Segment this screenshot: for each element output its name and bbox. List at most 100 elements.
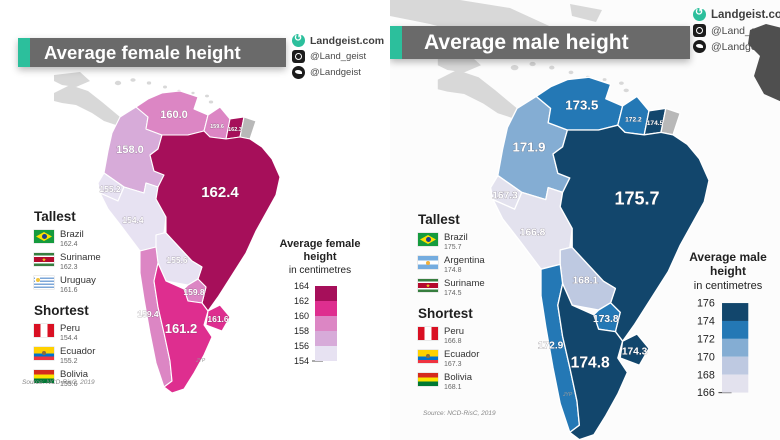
twitter-row: @Landgeist	[292, 66, 384, 79]
label-suriname: 174.5	[647, 120, 664, 127]
label-guyana: 159.6	[210, 124, 224, 130]
svg-text:154: 154	[294, 356, 309, 366]
landgeist-globe-icon	[292, 33, 305, 47]
label-brazil: 175.7	[614, 188, 659, 208]
legend-row: Suriname 162.3	[34, 253, 101, 271]
female-map-title: Average female height	[30, 38, 286, 67]
scale-title: Average female height	[279, 238, 361, 264]
label-uruguay: 174.3	[622, 346, 648, 357]
country-name: Brazil	[60, 229, 84, 240]
shortest-heading: Shortest	[34, 303, 89, 318]
background-landmass	[146, 81, 152, 85]
title-accent-block	[390, 26, 402, 59]
label-colombia: 171.9	[512, 140, 545, 155]
background-landmass	[619, 81, 624, 85]
country-brazil	[552, 124, 710, 342]
male-map-panel: Average male height Landgeist.com @Land_…	[390, 0, 780, 440]
label-bolivia: 168.1	[573, 276, 599, 287]
background-landmass	[191, 91, 195, 95]
svg-text:164: 164	[294, 281, 309, 291]
background-landmass	[602, 78, 607, 82]
suriname-flag-icon	[418, 279, 438, 292]
female-map-panel: Average female height Landgeist.com @Lan…	[0, 0, 390, 440]
website-label: Landgeist.com	[310, 34, 385, 47]
male-rank-legend: Tallest Brazil 175.7 Argentina 174.8 Sur…	[418, 212, 485, 396]
source-note: Source: NCD-RisC, 2019	[22, 379, 95, 386]
country-value: 175.7	[444, 244, 462, 251]
country-value: 155.6	[60, 381, 78, 388]
label-guyana: 172.2	[625, 117, 642, 124]
country-name: Peru	[444, 326, 465, 337]
svg-text:162: 162	[294, 296, 309, 306]
legend-row: Brazil 175.7	[418, 233, 485, 251]
label-venezuela: 160.0	[160, 109, 188, 121]
male-colour-scale-legend: Average male height in centimetres 176 17…	[678, 250, 778, 407]
country-name: Bolivia	[444, 372, 472, 383]
label-ecuador: 167.3	[492, 190, 518, 201]
brazil-flag-icon	[418, 233, 438, 246]
map-signature: JYP	[196, 358, 206, 364]
legend-row: Ecuador 155.2	[34, 347, 101, 365]
label-peru: 166.8	[520, 228, 546, 239]
peru-flag-icon	[418, 327, 438, 340]
label-bolivia: 155.6	[166, 255, 188, 265]
country-name: Suriname	[60, 252, 101, 263]
label-peru: 154.4	[122, 215, 144, 225]
male-colour-scale: 176 174 172 170 168 166	[697, 297, 749, 399]
label-ecuador: 155.2	[99, 184, 121, 194]
country-value: 166.8	[444, 338, 462, 345]
label-venezuela: 173.5	[565, 98, 598, 113]
label-brazil: 162.4	[201, 184, 239, 201]
instagram-icon	[693, 24, 706, 37]
shortest-heading: Shortest	[418, 306, 473, 321]
country-uruguay	[205, 304, 231, 332]
legend-row: Peru 154.4	[34, 324, 101, 342]
label-uruguay: 161.6	[207, 314, 229, 324]
svg-text:170: 170	[697, 351, 715, 363]
svg-text:168: 168	[697, 369, 715, 381]
country-value: 174.5	[444, 290, 462, 297]
legend-row: Peru 166.8	[418, 327, 485, 345]
website-label: Landgeist.com	[711, 8, 780, 21]
country-name: Ecuador	[60, 346, 96, 357]
female-choropleth-map: 160.0 159.6 162.3 158.0 155.2 154.4 162.…	[54, 72, 281, 395]
background-landmass	[163, 85, 167, 89]
legend-row: Uruguay 161.6	[34, 276, 101, 294]
country-name: Uruguay	[60, 275, 96, 286]
ecuador-flag-icon	[418, 350, 438, 363]
label-chile: 172.9	[538, 340, 564, 351]
twitter-icon	[292, 66, 305, 79]
country-value: 162.3	[60, 264, 78, 271]
country-value: 161.6	[60, 287, 78, 294]
male-choropleth-map: 173.5 172.2 174.5 171.9 167.3 166.8 175.…	[437, 54, 710, 440]
ecuador-flag-icon	[34, 347, 54, 360]
peru-flag-icon	[34, 324, 54, 337]
background-landmass	[208, 100, 214, 104]
tallest-heading: Tallest	[418, 212, 460, 227]
scale-subtitle: in centimetres	[288, 265, 352, 277]
country-value: 155.2	[60, 358, 78, 365]
country-name: Argentina	[444, 255, 485, 266]
twitter-icon	[693, 40, 706, 53]
svg-text:160: 160	[294, 311, 309, 321]
country-value: 162.4	[60, 241, 78, 248]
argentina-flag-icon	[418, 256, 438, 269]
country-argentina	[153, 262, 213, 394]
background-landmass	[130, 78, 136, 82]
twitter-handle: @Landgeist	[310, 67, 361, 78]
background-landmass	[549, 65, 555, 70]
label-paraguay: 173.8	[593, 314, 619, 325]
female-rank-legend: Tallest Brazil 162.4 Suriname 162.3 Urug…	[34, 209, 101, 393]
country-name: Peru	[60, 323, 81, 334]
background-landmass	[114, 80, 122, 86]
map-signature: JYP	[563, 392, 573, 398]
legend-row: Bolivia 168.1	[418, 373, 485, 391]
legend-row: Suriname 174.5	[418, 279, 485, 297]
uruguay-flag-icon	[34, 276, 54, 289]
country-brazil	[149, 130, 281, 312]
suriname-flag-icon	[34, 253, 54, 266]
background-landmass	[529, 61, 536, 67]
svg-text:166: 166	[697, 387, 715, 399]
label-suriname: 162.3	[228, 127, 242, 133]
